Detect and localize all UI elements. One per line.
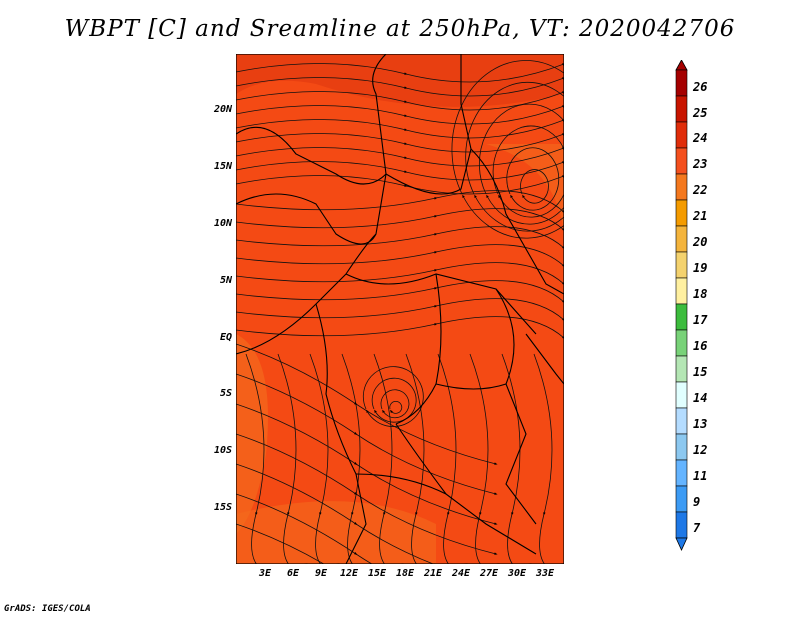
streamline (236, 280, 564, 304)
streamline (236, 298, 564, 322)
lon-label: 6E (286, 568, 300, 579)
map-panel (236, 54, 564, 564)
colorbar-label: 14 (693, 391, 708, 405)
streamline (236, 175, 564, 195)
country-borders (236, 54, 564, 564)
colorbar-swatch (675, 459, 688, 487)
streamline (451, 60, 564, 239)
colorbar-swatch (675, 147, 688, 175)
colorbar-label: 7 (693, 521, 701, 535)
lat-label: 15S (213, 502, 232, 513)
colorbar-swatch (675, 251, 688, 279)
streamline (533, 353, 564, 564)
colorbar-swatch (675, 225, 688, 253)
streamline (465, 81, 564, 232)
streamline (236, 190, 564, 214)
streamline (236, 463, 498, 564)
streamline (236, 493, 498, 564)
colorbar-label: 11 (693, 469, 708, 483)
streamline (520, 169, 549, 204)
colorbar-swatch (675, 433, 688, 461)
streamlines (236, 60, 564, 564)
colorbar-swatch (675, 511, 688, 539)
lon-label: 3E (258, 568, 272, 579)
lon-label: 9E (314, 568, 328, 579)
streamline (236, 523, 325, 564)
lat-label: 10N (213, 218, 232, 229)
streamline (389, 401, 403, 414)
colorbar-swatch (675, 355, 688, 383)
colorbar-swatch (675, 303, 688, 331)
lat-label: 10S (213, 445, 232, 456)
footer-credit: GrADS: IGES/COLA (4, 604, 91, 614)
streamline (362, 366, 424, 427)
colorbar-label: 13 (693, 417, 708, 431)
streamline (236, 208, 564, 232)
colorbar-label: 15 (693, 365, 708, 379)
colorbar-swatch (675, 199, 688, 227)
colorbar-label: 25 (693, 106, 708, 120)
colorbar-swatch (675, 95, 688, 123)
colorbar-label: 24 (693, 131, 708, 145)
colorbar-swatch (675, 173, 688, 201)
colorbar-label: 22 (693, 183, 708, 197)
colorbar-label: 9 (693, 495, 701, 509)
colorbar-swatch (675, 381, 688, 409)
streamline (309, 353, 372, 564)
streamline (506, 147, 560, 211)
lon-label: 33E (535, 568, 555, 579)
chart-title: WBPT [C] and Sreamline at 250hPa, VT: 20… (64, 16, 736, 42)
colorbar-max-arrow (675, 60, 688, 71)
colorbar-label: 20 (693, 235, 708, 249)
colorbar-min-arrow (675, 537, 688, 551)
lat-label: EQ (219, 332, 232, 343)
colorbar-swatch (675, 485, 688, 513)
lon-label: 30E (507, 568, 527, 579)
colorbar-swatch (675, 277, 688, 305)
colorbar-label: 23 (693, 157, 708, 171)
lon-label: 21E (423, 568, 443, 579)
lon-label: 24E (451, 568, 471, 579)
colorbar-swatch (675, 69, 688, 97)
colorbar-label: 19 (693, 261, 708, 275)
colorbar-label: 17 (693, 313, 708, 327)
streamline (371, 377, 417, 423)
field-light-west (236, 334, 268, 534)
lat-label: 15N (213, 161, 232, 172)
lon-label: 12E (339, 568, 359, 579)
streamline (236, 244, 564, 268)
lat-label: 5N (219, 275, 232, 286)
streamline (236, 316, 564, 340)
streamline (341, 353, 404, 564)
streamline (478, 103, 564, 225)
lat-label: 20N (213, 104, 232, 115)
colorbar-label: 21 (693, 209, 708, 223)
lat-label: 5S (219, 388, 232, 399)
lon-label: 15E (367, 568, 387, 579)
streamline (236, 262, 564, 286)
colorbar-label: 18 (693, 287, 708, 301)
colorbar (675, 60, 688, 551)
lon-label: 18E (395, 568, 415, 579)
colorbar-swatch (675, 329, 688, 357)
streamline (277, 353, 340, 564)
colorbar-label: 12 (693, 443, 708, 457)
lon-label: 27E (479, 568, 499, 579)
streamline (380, 389, 410, 419)
colorbar-label: 16 (693, 339, 708, 353)
streamline (501, 353, 564, 564)
colorbar-swatch (675, 407, 688, 435)
colorbar-swatch (675, 121, 688, 149)
streamline (245, 353, 308, 564)
colorbar-label: 26 (693, 80, 708, 94)
